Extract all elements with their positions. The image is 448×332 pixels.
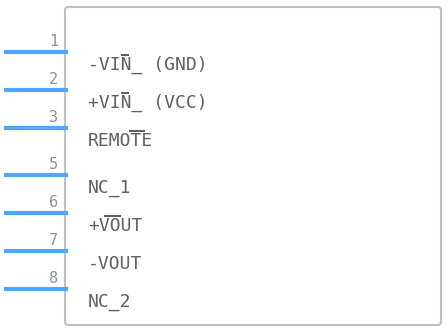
- Text: +VIN_ (VCC): +VIN_ (VCC): [88, 94, 207, 112]
- Text: 6: 6: [49, 195, 58, 210]
- Text: +VOUT: +VOUT: [88, 217, 142, 235]
- Text: REMOTE: REMOTE: [88, 132, 153, 150]
- Text: 3: 3: [49, 110, 58, 125]
- Text: 5: 5: [49, 157, 58, 172]
- Text: 7: 7: [49, 233, 58, 248]
- FancyBboxPatch shape: [65, 7, 441, 325]
- Text: 2: 2: [49, 72, 58, 87]
- Text: 1: 1: [49, 34, 58, 49]
- Text: -VIN_ (GND): -VIN_ (GND): [88, 56, 207, 74]
- Text: NC_1: NC_1: [88, 179, 132, 197]
- Text: NC_2: NC_2: [88, 293, 132, 311]
- Text: -VOUT: -VOUT: [88, 255, 142, 273]
- Text: 8: 8: [49, 271, 58, 286]
